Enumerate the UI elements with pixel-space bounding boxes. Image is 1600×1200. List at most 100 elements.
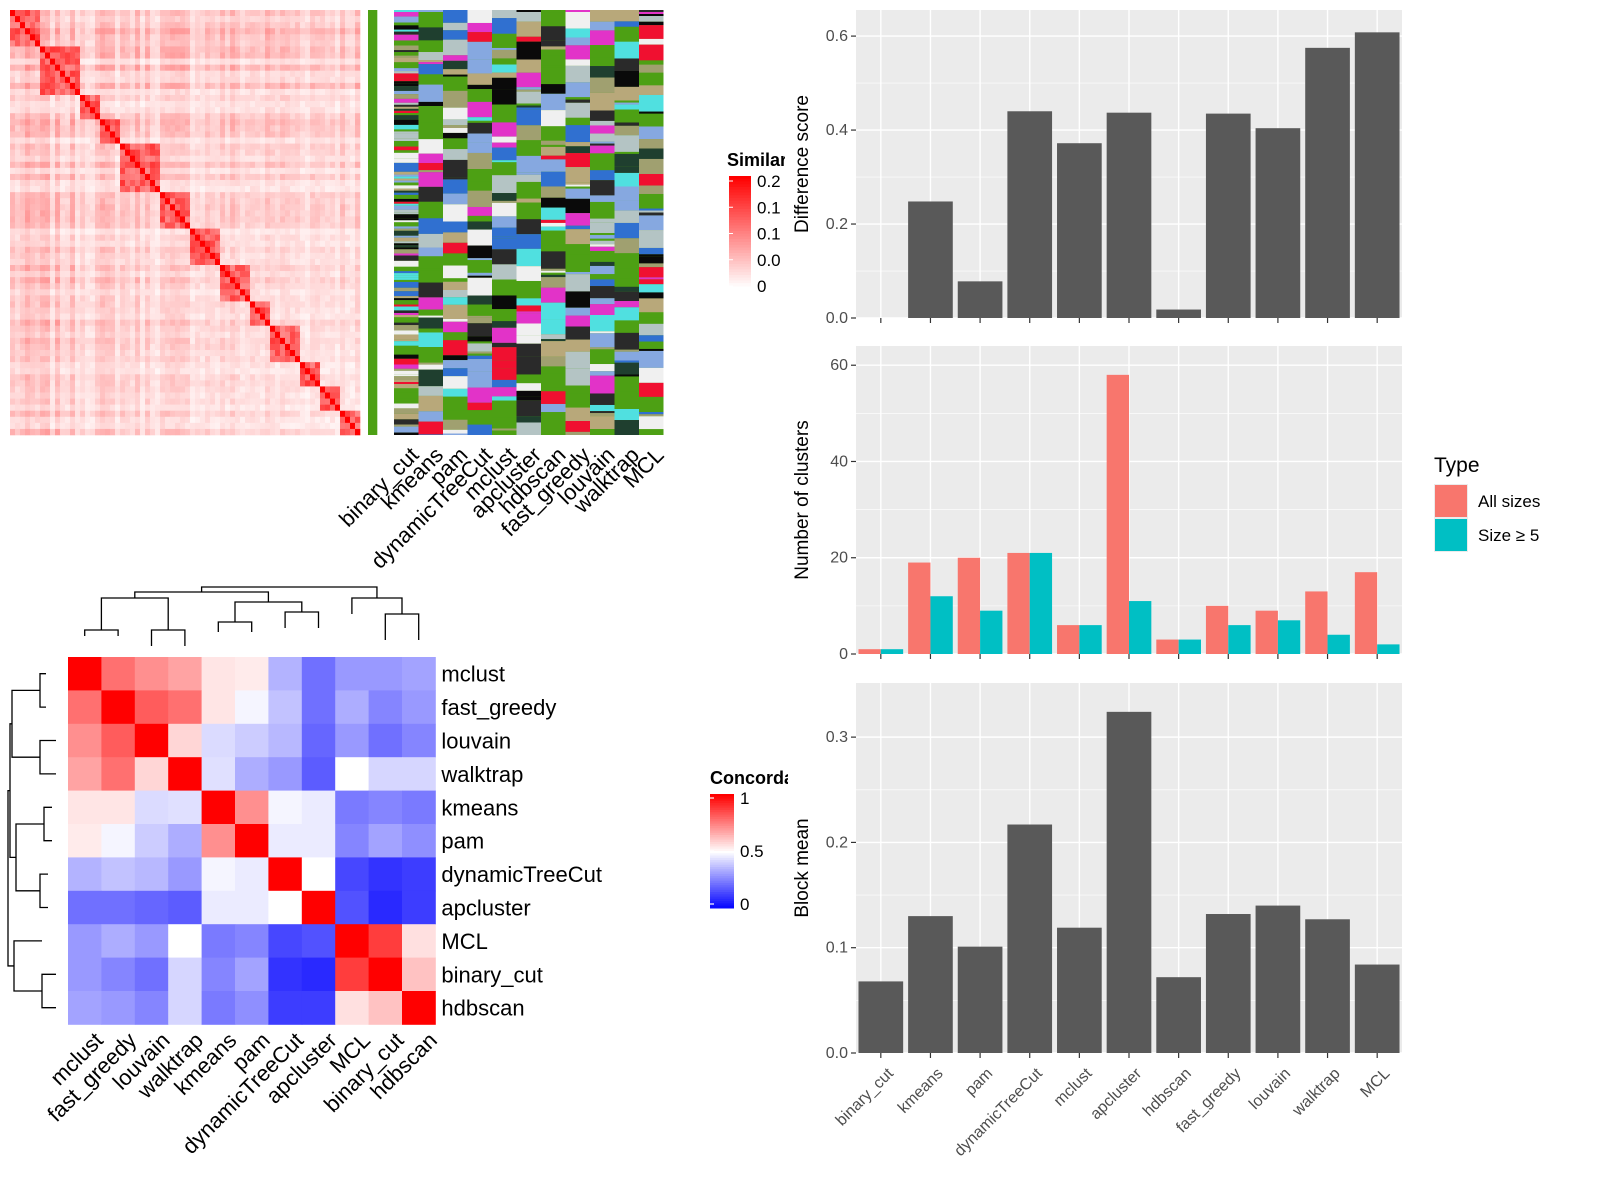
similarity-cell — [270, 95, 276, 102]
similarity-cell — [155, 295, 161, 302]
similarity-cell — [105, 313, 111, 320]
similarity-cell — [285, 95, 291, 102]
similarity-cell — [215, 368, 221, 375]
similarity-cell — [325, 88, 331, 96]
similarity-cell — [60, 325, 66, 333]
similarity-cell — [325, 265, 331, 272]
similarity-cell — [295, 295, 301, 302]
similarity-cell — [230, 356, 236, 363]
similarity-cell — [265, 422, 271, 430]
similarity-cell — [90, 82, 96, 90]
similarity-cell — [20, 283, 26, 290]
similarity-cell — [215, 58, 221, 65]
similarity-cell — [20, 277, 26, 284]
similarity-cell — [205, 16, 211, 23]
cluster-segment — [394, 29, 419, 32]
similarity-cell — [240, 40, 246, 47]
similarity-cell — [105, 386, 111, 393]
similarity-cell — [350, 301, 356, 308]
similarity-cell — [210, 295, 216, 302]
similarity-cell — [290, 362, 296, 369]
similarity-cell — [260, 356, 266, 363]
similarity-cell — [120, 88, 126, 96]
similarity-cell — [145, 180, 151, 187]
similarity-cell — [115, 283, 121, 290]
similarity-cell — [240, 258, 246, 266]
similarity-cell — [260, 52, 266, 59]
similarity-cell — [180, 10, 186, 17]
similarity-cell — [15, 252, 21, 260]
similarity-cell — [50, 374, 56, 381]
similarity-cell — [155, 410, 161, 418]
similarity-cell — [140, 325, 146, 333]
similarity-cell — [335, 107, 341, 114]
similarity-cell — [200, 319, 206, 327]
similarity-cell — [20, 82, 26, 90]
similarity-cell — [125, 350, 131, 357]
similarity-cell — [215, 362, 221, 369]
similarity-cell — [85, 295, 91, 302]
similarity-cell — [65, 167, 71, 175]
similarity-cell — [185, 295, 191, 302]
similarity-cell — [240, 271, 246, 278]
similarity-cell — [135, 319, 141, 327]
similarity-cell — [95, 416, 101, 424]
similarity-cell — [55, 428, 61, 436]
similarity-cell — [320, 186, 326, 193]
similarity-cell — [80, 422, 86, 430]
similarity-cell — [65, 325, 71, 333]
similarity-cell — [105, 131, 111, 138]
cluster-segment — [394, 171, 419, 175]
cluster-segment — [394, 86, 419, 91]
similarity-cell — [45, 113, 51, 120]
similarity-cell — [125, 173, 131, 181]
similarity-cell — [305, 16, 311, 23]
similarity-cell — [345, 362, 351, 369]
similarity-cell — [230, 125, 236, 132]
similarity-cell — [105, 319, 111, 327]
similarity-cell — [175, 380, 181, 387]
similarity-cell — [210, 252, 216, 260]
similarity-cell — [315, 28, 321, 35]
similarity-cell — [350, 204, 356, 211]
similarity-cell — [215, 331, 221, 339]
similarity-cell — [215, 173, 221, 181]
similarity-cell — [135, 362, 141, 369]
similarity-cell — [65, 131, 71, 138]
similarity-cell — [90, 289, 96, 296]
similarity-cell — [330, 283, 336, 290]
similarity-cell — [20, 301, 26, 308]
similarity-cell — [200, 277, 206, 284]
similarity-cell — [175, 398, 181, 405]
similarity-cell — [345, 88, 351, 96]
similarity-cell — [55, 198, 61, 205]
similarity-cell — [295, 240, 301, 248]
similarity-cell — [330, 82, 336, 90]
similarity-cell — [55, 180, 61, 187]
similarity-cell — [170, 76, 176, 84]
similarity-cell — [315, 82, 321, 90]
similarity-cell — [115, 76, 121, 84]
similarity-cell — [300, 392, 306, 399]
similarity-cell — [50, 313, 56, 320]
similarity-cell — [195, 428, 201, 436]
similarity-cell — [110, 331, 116, 339]
similarity-cell — [210, 167, 216, 175]
similarity-cell — [90, 410, 96, 418]
similarity-cell — [240, 307, 246, 314]
similarity-cell — [255, 325, 261, 333]
similarity-cell — [195, 119, 201, 126]
similarity-cell — [330, 186, 336, 193]
similarity-cell — [315, 167, 321, 175]
similarity-cell — [65, 198, 71, 205]
similarity-cell — [335, 125, 341, 132]
similarity-cell — [100, 228, 106, 235]
similarity-cell — [50, 240, 56, 248]
similarity-cell — [170, 88, 176, 96]
similarity-cell — [145, 82, 151, 90]
similarity-cell — [285, 325, 291, 333]
similarity-cell — [300, 283, 306, 290]
similarity-cell — [335, 337, 341, 345]
similarity-cell — [325, 325, 331, 333]
similarity-cell — [250, 210, 256, 217]
